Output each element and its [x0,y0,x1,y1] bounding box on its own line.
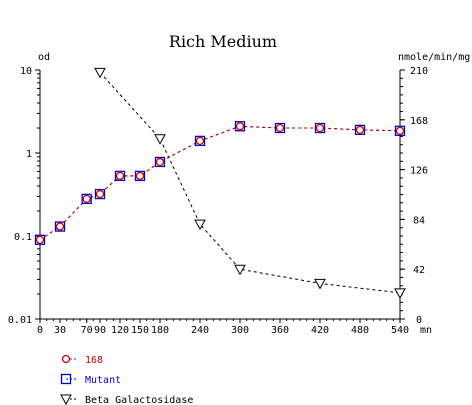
series-point-0 [355,125,365,135]
y-right-tick-label: 210 [410,66,428,77]
series-point-0 [115,171,125,181]
y-right-tick-label: 0 [416,315,422,326]
series-point-1 [94,188,106,200]
legend-marker [60,373,72,385]
x-axis-unit-label: mn [420,325,432,336]
series-line-2 [99,72,401,294]
series-point-1 [154,156,166,168]
series-point-1 [81,193,92,205]
series-point-1 [134,170,146,182]
y-left-tick-label: 0.01 [8,315,32,326]
x-tick-label: 360 [271,325,289,336]
series-point-0 [82,194,91,204]
y-right-tick-label: 126 [410,166,428,177]
series-point-0 [155,157,165,167]
series-point-1 [114,170,126,182]
y-left-tick-label: 0.1 [14,232,32,243]
x-tick-label: 150 [131,325,149,336]
series-point-1 [234,121,246,132]
series-point-2 [154,134,166,145]
series-point-0 [95,189,105,199]
x-tick-label: 30 [54,325,66,336]
series-point-2 [94,67,106,79]
series-point-0 [315,123,325,133]
series-point-1 [394,125,406,136]
y-left-axis-label: od [38,52,50,63]
series-point-0 [135,171,145,181]
y-right-tick-label: 168 [410,116,428,127]
legend-marker [61,354,71,364]
x-tick-label: 540 [391,325,409,336]
y-left-tick-label: 10 [20,66,32,77]
x-tick-label: 120 [111,325,129,336]
series-point-1 [354,124,366,136]
series-point-0 [55,222,65,231]
y-right-axis-label: nmole/min/mg [398,52,470,63]
x-tick-label: 70 [81,325,93,336]
series-point-2 [394,288,406,299]
series-point-1 [274,122,286,134]
legend-label: Beta Galactosidase [85,395,193,405]
series-point-0 [35,235,45,244]
series-point-2 [314,278,326,290]
plot-area [34,67,406,299]
series-point-1 [314,122,326,134]
series-point-1 [54,221,66,232]
legend-label: 168 [85,355,103,366]
series-point-0 [195,136,205,146]
series-line-1 [39,125,401,241]
x-tick-label: 480 [351,325,369,336]
chart-title: Rich Medium [169,32,277,51]
legend: 168 Mutant Beta Galactosidase [60,354,193,405]
legend-marker [60,394,72,405]
legend-label: Mutant [85,375,121,386]
y-left-tick-label: 1 [26,149,32,160]
series-point-0 [275,123,285,133]
series-point-0 [395,126,405,135]
series-point-1 [194,135,206,147]
y-right-tick-label: 42 [413,265,425,276]
series-point-1 [34,234,46,245]
x-tick-label: 90 [94,325,106,336]
x-tick-label: 240 [191,325,209,336]
series-point-0 [235,122,245,131]
x-tick-label: 0 [37,325,43,336]
series-line-0 [39,125,401,241]
x-tick-label: 420 [311,325,329,336]
x-tick-label: 300 [231,325,249,336]
series-point-2 [194,219,206,231]
x-tick-label: 180 [151,325,169,336]
y-right-tick-label: 84 [413,215,425,226]
series-point-2 [234,264,246,276]
